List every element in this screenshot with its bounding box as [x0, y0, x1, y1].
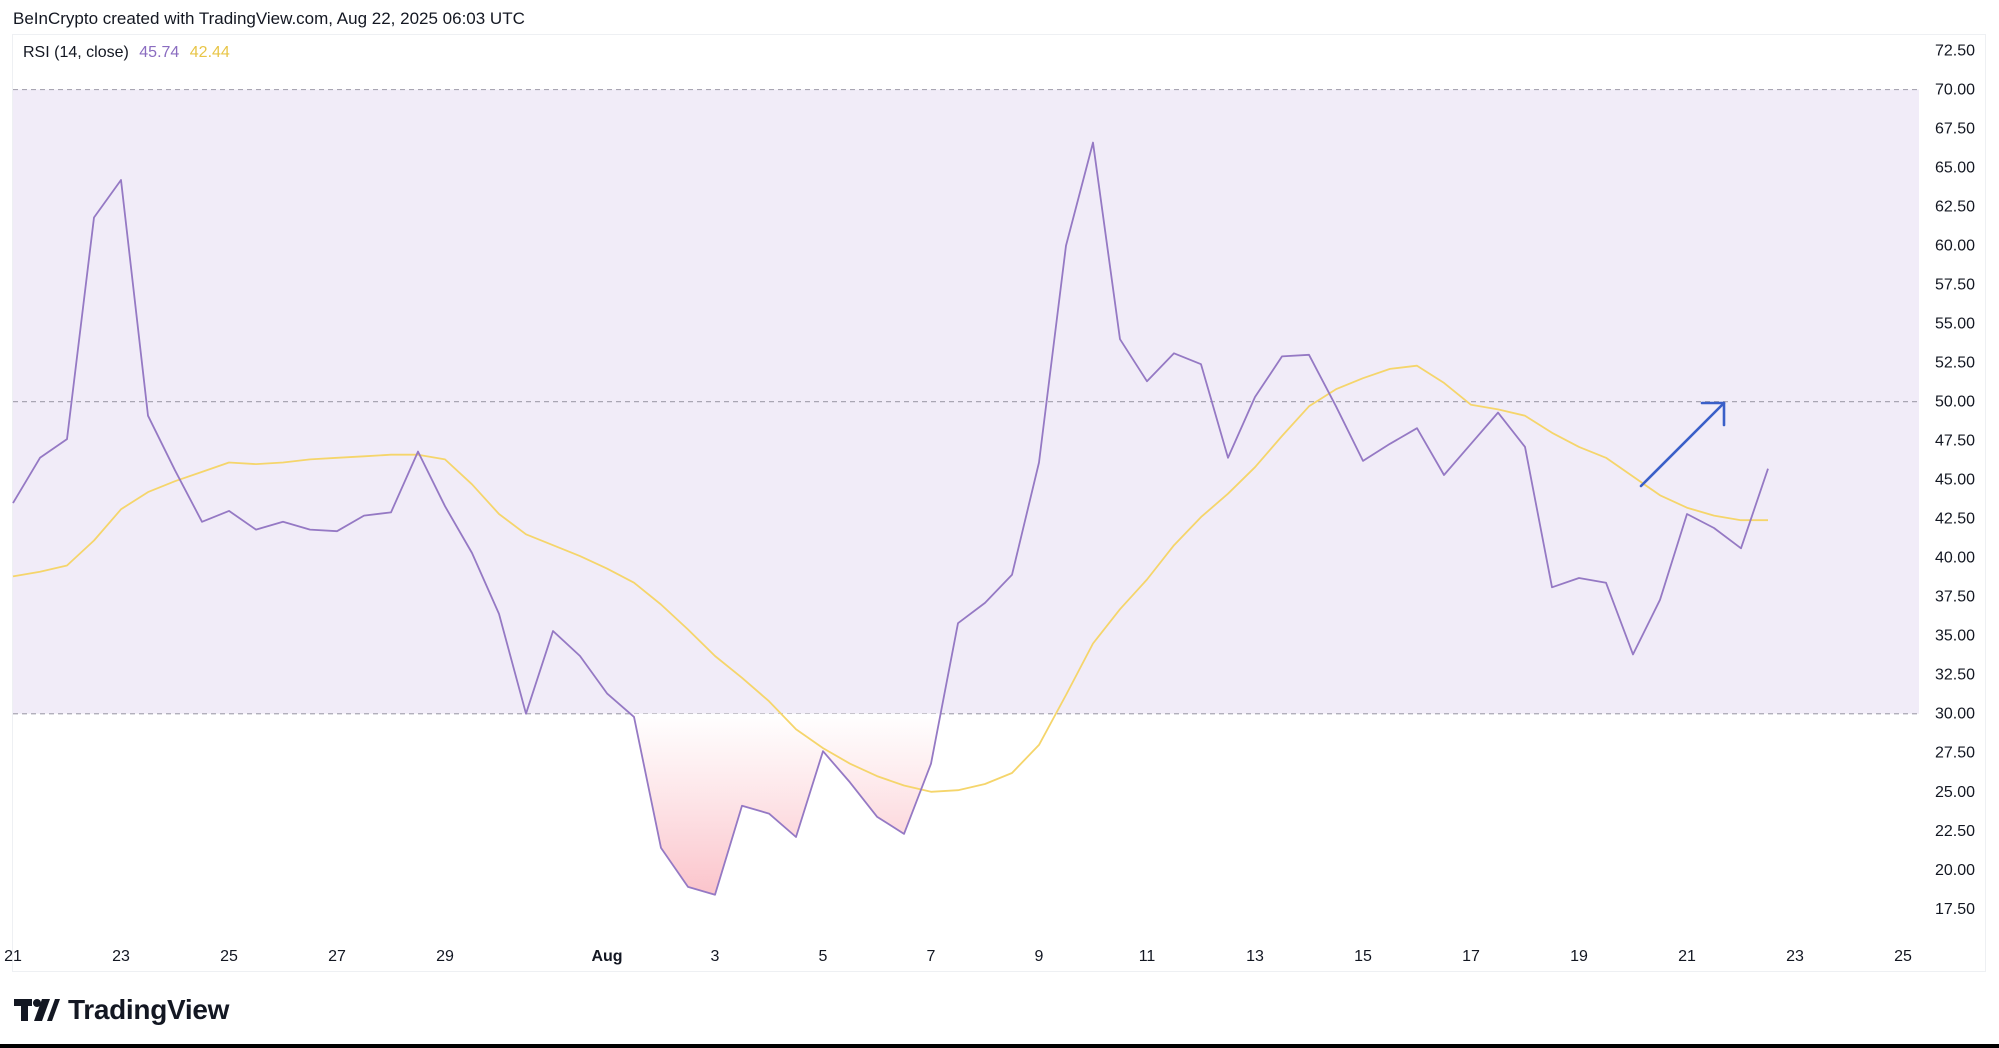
y-tick-label: 25.00	[1935, 784, 1975, 801]
x-tick-label: 21	[1678, 948, 1696, 965]
y-tick-label: 37.50	[1935, 589, 1975, 606]
y-tick-label: 32.50	[1935, 667, 1975, 684]
y-tick-label: 35.00	[1935, 628, 1975, 645]
y-tick-label: 30.00	[1935, 706, 1975, 723]
legend-rsi-value: 45.74	[139, 44, 180, 61]
tradingview-wordmark: TradingView	[68, 994, 230, 1025]
y-tick-label: 65.00	[1935, 160, 1975, 177]
y-tick-label: 42.50	[1935, 511, 1975, 528]
y-tick-label: 22.50	[1935, 823, 1975, 840]
tradingview-logo-icon	[14, 999, 60, 1021]
x-tick-label: 11	[1139, 948, 1156, 965]
indicator-legend[interactable]: RSI (14, close) 45.74 42.44	[23, 44, 230, 62]
x-tick-label: 15	[1354, 948, 1372, 965]
y-tick-label: 62.50	[1935, 199, 1975, 216]
y-tick-label: 72.50	[1935, 43, 1975, 60]
x-tick-label: 23	[112, 948, 130, 965]
x-tick-label: 13	[1246, 948, 1264, 965]
rsi-ma-line	[12, 364, 1768, 793]
legend-label: RSI (14, close)	[23, 44, 129, 61]
legend-ma-value: 42.44	[189, 44, 230, 61]
y-tick-label: 45.00	[1935, 472, 1975, 489]
chart-attribution: BeInCrypto created with TradingView.com,…	[13, 9, 525, 28]
x-tick-label: 25	[220, 948, 238, 965]
y-tick-label: 55.00	[1935, 316, 1975, 333]
y-tick-label: 40.00	[1935, 550, 1975, 567]
x-tick-label: 25	[1894, 948, 1912, 965]
x-tick-label: 17	[1462, 948, 1480, 965]
chart-pane[interactable]	[12, 34, 1986, 972]
x-tick-label: 23	[1786, 948, 1804, 965]
x-tick-label: 21	[4, 948, 22, 965]
y-tick-label: 47.50	[1935, 433, 1975, 450]
y-tick-label: 52.50	[1935, 355, 1975, 372]
y-tick-label: 60.00	[1935, 238, 1975, 255]
x-tick-label: 5	[819, 948, 828, 965]
y-tick-label: 27.50	[1935, 745, 1975, 762]
rsi-chart[interactable]: 17.50 20.00 22.50 25.00 27.50 30.00 32.50 35.00…	[0, 0, 1999, 980]
trend-arrow-shaft	[1639, 401, 1726, 488]
y-tick-label: 17.50	[1935, 901, 1975, 918]
x-tick-label: Aug	[591, 948, 622, 965]
x-tick-label: 9	[1035, 948, 1044, 965]
bottom-rule	[0, 1044, 1999, 1048]
x-tick-label: 3	[711, 948, 720, 965]
y-tick-label: 50.00	[1935, 394, 1975, 411]
rsi-line	[12, 141, 1769, 896]
tradingview-logo[interactable]: TradingView	[14, 994, 229, 1026]
y-tick-label: 57.50	[1935, 277, 1975, 294]
trend-arrow-head	[1700, 401, 1726, 427]
oversold-area-fill	[630, 713, 941, 895]
y-tick-label: 67.50	[1935, 121, 1975, 138]
y-tick-label: 70.00	[1935, 82, 1975, 99]
y-tick-label: 20.00	[1935, 862, 1975, 879]
x-tick-label: 29	[436, 948, 454, 965]
x-tick-label: 19	[1570, 948, 1588, 965]
x-tick-label: 27	[328, 948, 346, 965]
x-tick-label: 7	[927, 948, 936, 965]
